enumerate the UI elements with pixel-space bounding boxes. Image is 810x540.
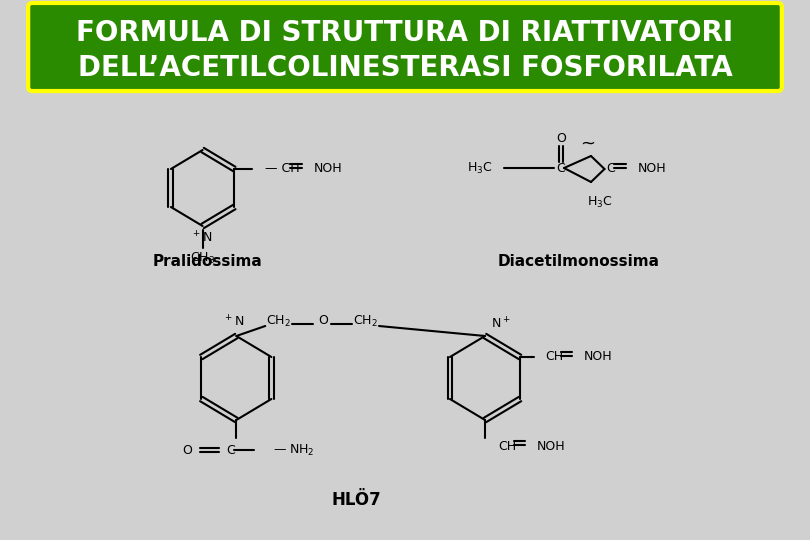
Text: — NH$_2$: — NH$_2$ bbox=[273, 442, 314, 457]
Text: H$_3$C: H$_3$C bbox=[467, 160, 492, 176]
Text: CH$_3$: CH$_3$ bbox=[190, 251, 215, 266]
Text: Pralidossima: Pralidossima bbox=[152, 254, 262, 269]
FancyBboxPatch shape bbox=[28, 3, 782, 91]
Text: C: C bbox=[607, 163, 615, 176]
Text: CH$_2$: CH$_2$ bbox=[353, 313, 378, 328]
Text: $^+$N: $^+$N bbox=[191, 230, 212, 245]
Text: NOH: NOH bbox=[637, 163, 666, 176]
Text: O: O bbox=[182, 443, 192, 456]
Text: C: C bbox=[227, 443, 236, 456]
Text: — CH: — CH bbox=[265, 163, 300, 176]
Text: ~: ~ bbox=[580, 135, 595, 153]
Text: CH: CH bbox=[545, 350, 563, 363]
Text: N$^+$: N$^+$ bbox=[491, 316, 510, 332]
Text: HLÖ7: HLÖ7 bbox=[332, 491, 382, 509]
Text: CH$_2$: CH$_2$ bbox=[266, 313, 291, 328]
Text: NOH: NOH bbox=[584, 350, 612, 363]
Text: NOH: NOH bbox=[313, 163, 342, 176]
Text: CH: CH bbox=[498, 440, 517, 453]
Text: C: C bbox=[556, 161, 565, 174]
Text: O: O bbox=[556, 132, 566, 145]
Text: DELL’ACETILCOLINESTERASI FOSFORILATA: DELL’ACETILCOLINESTERASI FOSFORILATA bbox=[78, 54, 732, 82]
Text: H$_3$C: H$_3$C bbox=[587, 195, 612, 210]
Text: FORMULA DI STRUTTURA DI RIATTIVATORI: FORMULA DI STRUTTURA DI RIATTIVATORI bbox=[76, 19, 734, 47]
Text: NOH: NOH bbox=[537, 440, 565, 453]
Text: O: O bbox=[318, 314, 328, 327]
Text: Diacetilmonossima: Diacetilmonossima bbox=[497, 254, 659, 269]
Text: $^+$N: $^+$N bbox=[223, 315, 244, 330]
